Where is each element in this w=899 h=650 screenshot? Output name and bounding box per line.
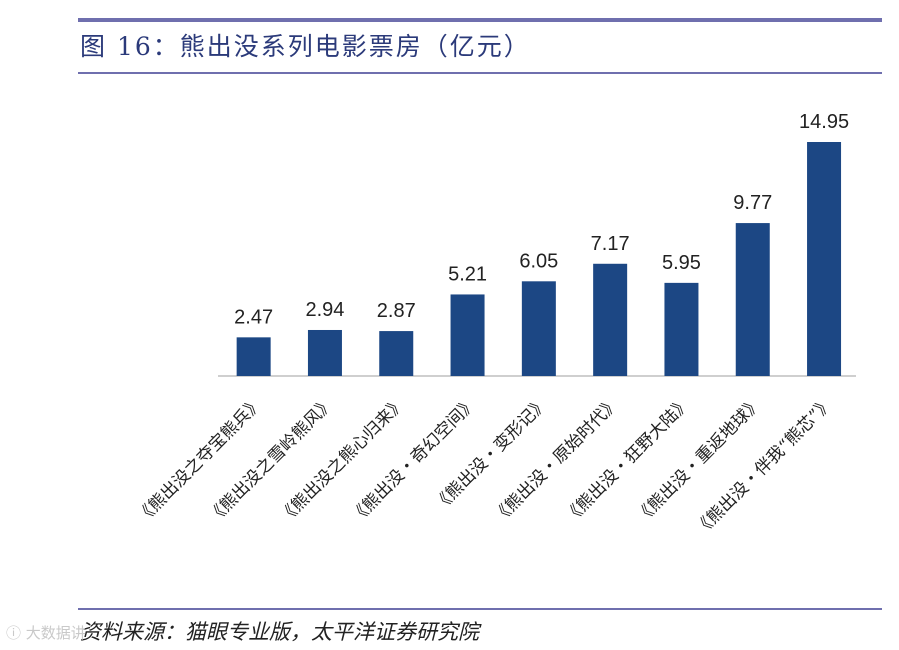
bar-1 (236, 337, 271, 376)
bar-value-label-2: 2.94 (305, 299, 344, 321)
chart-title: 图 16：熊出没系列电影票房（亿元） (80, 32, 531, 61)
category-label-4: 《熊出没・奇幻空间》 (347, 393, 481, 527)
source-note: 资料来源：猫眼专业版，太平洋证券研究院 (80, 620, 479, 644)
bar-3 (379, 331, 414, 376)
category-label-7: 《熊出没・狂野大陆》 (561, 393, 695, 527)
bar-value-label-6: 7.17 (591, 233, 630, 255)
bar-9 (807, 142, 842, 376)
category-label-3: 《熊出没之熊心归来》 (275, 393, 409, 527)
title-underline (78, 72, 882, 74)
category-label-1: 《熊出没之夺宝熊兵》 (133, 393, 267, 527)
category-label-6: 《熊出没・原始时代》 (489, 393, 623, 527)
bar-7 (664, 282, 699, 376)
category-label-2: 《熊出没之雪岭熊风》 (204, 393, 338, 527)
bar-value-label-5: 6.05 (519, 250, 558, 272)
watermark: ⓘ 大数据讲 (6, 624, 86, 642)
bar-value-label-9: 14.95 (799, 111, 849, 133)
bar-5 (521, 281, 556, 376)
bar-value-label-8: 9.77 (733, 192, 772, 214)
bar-value-label-4: 5.21 (448, 263, 487, 285)
bar-value-label-1: 2.47 (234, 306, 273, 328)
bar-8 (735, 223, 770, 376)
footer-rule (78, 608, 882, 610)
bar-4 (450, 294, 485, 376)
category-label-8: 《熊出没・重返地球》 (632, 393, 766, 527)
bar-2 (307, 329, 342, 376)
bar-6 (593, 263, 628, 376)
top-rule (78, 18, 882, 22)
bar-value-label-7: 5.95 (662, 252, 701, 274)
category-label-9: 《熊出没・伴我“熊芯”》 (691, 393, 838, 540)
bar-value-label-3: 2.87 (377, 300, 416, 322)
